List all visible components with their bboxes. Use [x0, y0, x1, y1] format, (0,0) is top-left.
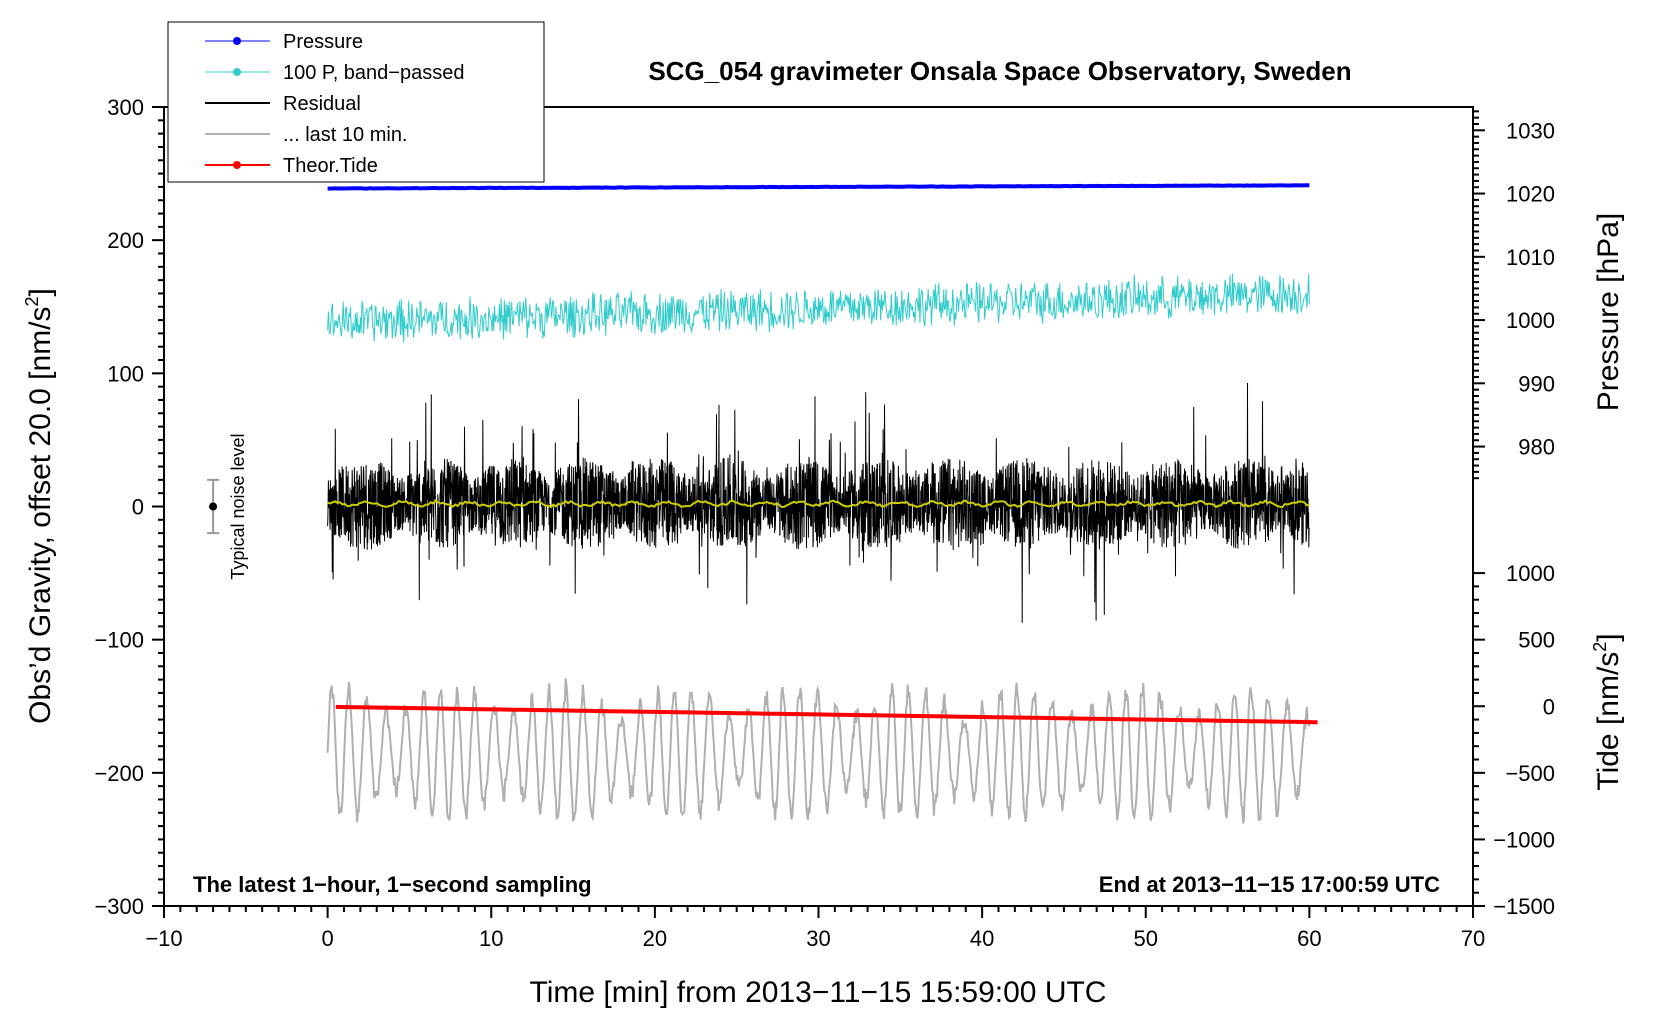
series-residual: [327, 382, 1310, 623]
legend-label: ... last 10 min.: [283, 124, 408, 146]
series-last-10-min: [326, 678, 1311, 824]
x-tick-label: −10: [145, 926, 182, 951]
y-axis-ticks: 300 200 100 0 −100 −200 −300: [94, 95, 164, 919]
tide-axis-ticks: 1000 500 0 −500 −1000 −1500: [1473, 561, 1555, 919]
legend: Pressure 100 P, band−passed Residual ... la…: [167, 21, 545, 183]
y-tick-label: 200: [107, 228, 144, 253]
series-band-passed: [327, 273, 1310, 343]
legend-marker: [233, 161, 241, 169]
y-tick-label: −100: [94, 628, 144, 653]
x-tick-label: 0: [322, 926, 334, 951]
y-axis-title-pressure: Pressure [hPa]: [1592, 213, 1625, 411]
chart-title: SCG_054 gravimeter Onsala Space Observat…: [648, 56, 1351, 86]
noise-level-dot: [209, 502, 218, 511]
legend-marker: [233, 68, 241, 76]
y-tick-label: 300: [107, 95, 144, 120]
tide-tick-label: 0: [1543, 694, 1555, 719]
pressure-tick-label: 990: [1518, 371, 1555, 396]
series-smoothed-residual: [327, 499, 1310, 509]
legend-label: Pressure: [283, 31, 363, 53]
y-axis-title-left-close: ]: [24, 288, 57, 296]
legend-label: Theor.Tide: [283, 155, 378, 177]
tide-tick-label: −500: [1505, 761, 1555, 786]
y-axis-title-tide-close: ]: [1592, 633, 1625, 641]
annotation-bottom-right: End at 2013−11−15 17:00:59 UTC: [1099, 872, 1440, 897]
y-axis-title-left-text: Obs’d Gravity, offset 20.0 [nm/s: [24, 306, 57, 723]
series-theoretical-tide: [335, 704, 1318, 725]
x-tick-label: 50: [1134, 926, 1158, 951]
pressure-tick-label: 1020: [1506, 182, 1555, 207]
noise-level-label: Typical noise level: [228, 433, 248, 579]
x-tick-label: 10: [479, 926, 503, 951]
y-tick-label: 0: [132, 495, 144, 520]
y-axis-title-left-sup: 2: [22, 296, 42, 306]
pressure-tick-label: 1000: [1506, 308, 1555, 333]
y-axis-title-tide: Tide [nm/s2]: [1590, 633, 1625, 790]
legend-label: 100 P, band−passed: [283, 62, 464, 84]
x-tick-label: 20: [643, 926, 667, 951]
tide-tick-label: −1500: [1493, 894, 1555, 919]
annotation-bottom-left: The latest 1−hour, 1−second sampling: [193, 872, 592, 897]
series-layer: [326, 183, 1318, 824]
x-tick-label: 60: [1297, 926, 1321, 951]
pressure-tick-label: 1010: [1506, 245, 1555, 270]
noise-level-indicator: Typical noise level: [207, 433, 248, 580]
y-tick-label: −300: [94, 894, 144, 919]
pressure-axis-ticks: 1030 1020 1010 1000 990 980: [1473, 110, 1555, 480]
legend-marker: [233, 37, 241, 45]
tide-tick-label: −1000: [1493, 827, 1555, 852]
tide-tick-label: 500: [1518, 628, 1555, 653]
y-tick-label: −200: [94, 761, 144, 786]
tide-tick-label: 1000: [1506, 561, 1555, 586]
x-tick-label: 30: [806, 926, 830, 951]
x-axis-ticks: −10 0 10 20 30 40 50 60 70: [145, 906, 1485, 951]
y-tick-label: 100: [107, 361, 144, 386]
y-axis-title-tide-text: Tide [nm/s: [1592, 652, 1625, 791]
y-axis-title-tide-sup: 2: [1590, 642, 1610, 652]
legend-label: Residual: [283, 93, 361, 115]
pressure-tick-label: 980: [1518, 435, 1555, 460]
y-axis-title-left: Obs’d Gravity, offset 20.0 [nm/s2]: [22, 288, 57, 724]
pressure-tick-label: 1030: [1506, 118, 1555, 143]
series-pressure: [327, 183, 1310, 191]
x-tick-label: 70: [1461, 926, 1485, 951]
x-tick-label: 40: [970, 926, 994, 951]
x-axis-title: Time [min] from 2013−11−15 15:59:00 UTC: [530, 976, 1107, 1009]
